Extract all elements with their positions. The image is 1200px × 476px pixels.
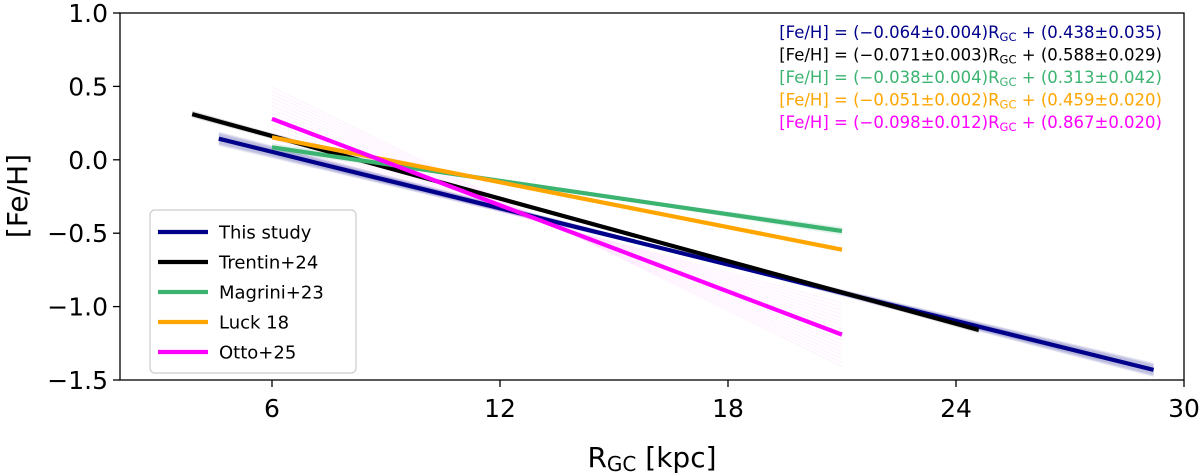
series-line — [218, 136, 1155, 372]
legend-box — [149, 209, 357, 374]
fit-equation: [Fe/H] = (−0.064±0.004)RGC + (0.438±0.03… — [779, 23, 1162, 44]
fit-equation: [Fe/H] = (−0.098±0.012)RGC + (0.867±0.02… — [779, 113, 1162, 134]
legend-label: Otto+25 — [219, 343, 296, 364]
series-line — [191, 112, 980, 332]
series-line — [271, 116, 843, 337]
fit-lines — [191, 112, 1155, 372]
y-axis-label: [Fe/H] — [1, 154, 34, 238]
legend-label: Magrini+23 — [219, 283, 324, 304]
x-tick-label: 30 — [1168, 394, 1200, 423]
y-tick-label: −0.5 — [47, 219, 108, 248]
axis-ticks: 6 12 18 24 30 1.0 0.5 0.0 −0.5 −1.0 −1.5 — [47, 0, 1200, 423]
x-tick-label: 18 — [712, 394, 744, 423]
series-line — [271, 135, 843, 252]
y-tick-label: −1.0 — [47, 293, 108, 322]
y-tick-label: −1.5 — [47, 366, 108, 395]
y-tick-label: 1.0 — [68, 0, 108, 28]
x-tick-label: 6 — [264, 394, 280, 423]
fit-equation: [Fe/H] = (−0.051±0.002)RGC + (0.459±0.02… — [779, 91, 1162, 112]
fit-equation: [Fe/H] = (−0.071±0.003)RGC + (0.588±0.02… — [779, 46, 1162, 67]
legend-label: Luck 18 — [219, 313, 289, 334]
x-tick-label: 12 — [484, 394, 516, 423]
x-tick-label: 24 — [940, 394, 972, 423]
legend: This study Trentin+24 Magrini+23 Luck 18 Ott… — [149, 209, 357, 374]
legend-label: Trentin+24 — [218, 253, 318, 274]
y-tick-label: 0.0 — [68, 146, 108, 175]
legend-label: This study — [218, 223, 312, 244]
series-line — [271, 145, 843, 234]
x-axis-label: RGC [kpc] — [587, 441, 716, 476]
y-tick-label: 0.5 — [68, 72, 108, 101]
plot-frame — [119, 12, 1185, 381]
fit-equation: [Fe/H] = (−0.038±0.004)RGC + (0.313±0.04… — [779, 68, 1162, 89]
fit-equations: [Fe/H] = (−0.064±0.004)RGC + (0.438±0.03… — [779, 23, 1162, 134]
